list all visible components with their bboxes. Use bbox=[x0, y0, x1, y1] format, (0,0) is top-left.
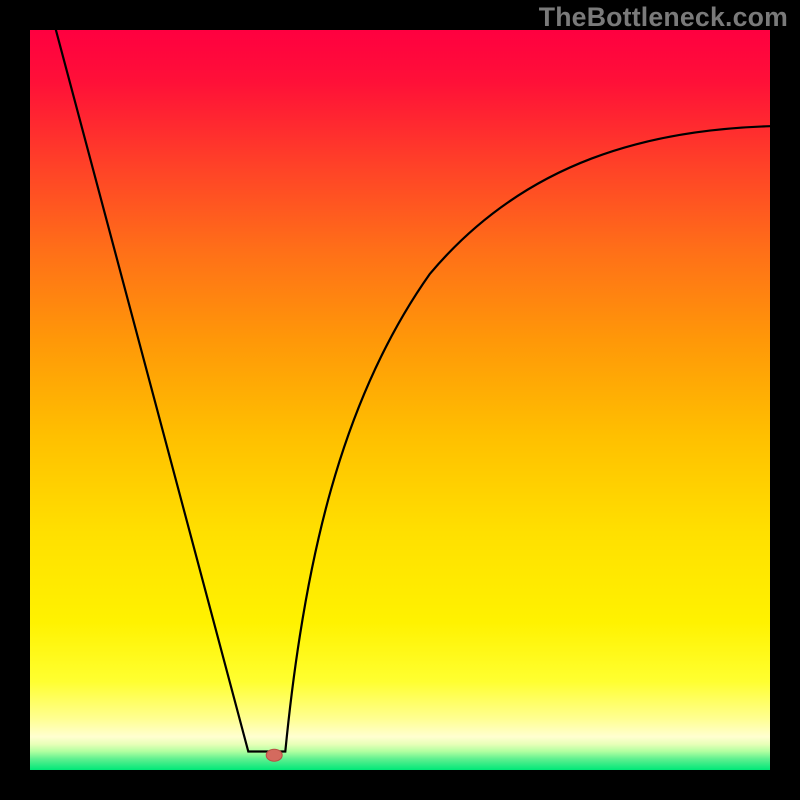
watermark-text: TheBottleneck.com bbox=[539, 2, 788, 33]
gradient-background bbox=[30, 30, 770, 770]
optimal-point-marker bbox=[266, 749, 282, 761]
chart-stage: TheBottleneck.com bbox=[0, 0, 800, 800]
bottleneck-curve-chart bbox=[0, 0, 800, 800]
